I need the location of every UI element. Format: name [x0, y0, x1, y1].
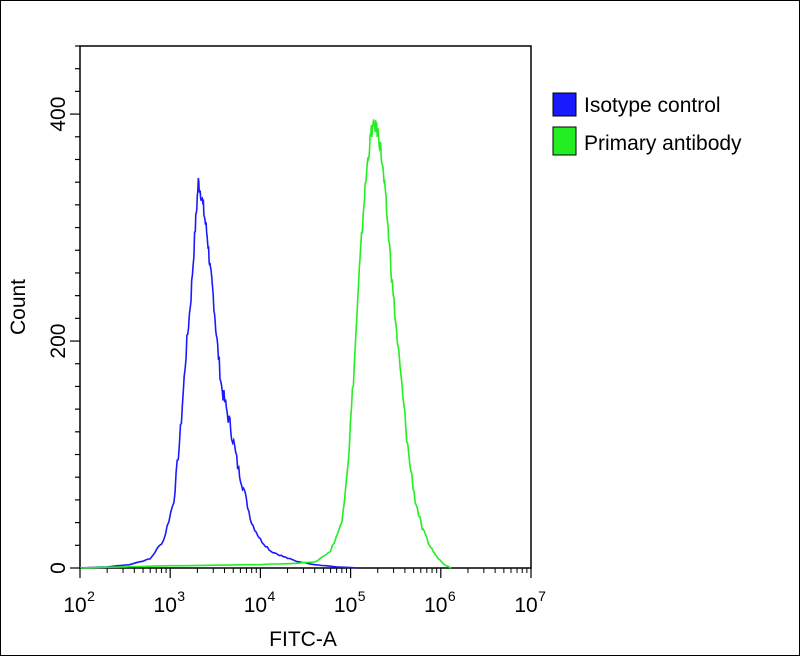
x-axis-title: FITC-A: [269, 628, 337, 651]
y-tick-label: 0: [47, 562, 70, 574]
x-tick-exponent: 7: [538, 588, 546, 604]
x-tick-exponent: 5: [358, 588, 366, 604]
legend-swatch-primary-antibody: [552, 126, 577, 156]
series-line-isotype-control: [79, 177, 358, 569]
series-line-primary-antibody: [79, 119, 452, 569]
x-tick-label: 10 5: [334, 588, 366, 617]
legend: Isotype control Primary antibody: [552, 92, 742, 156]
legend-label-primary-antibody: Primary antibody: [584, 132, 742, 155]
x-tick-exponent: 4: [268, 588, 276, 604]
x-tick-base: 10: [63, 594, 86, 617]
y-tick-label: 200: [47, 324, 70, 359]
x-tick-base: 10: [154, 594, 177, 617]
x-tick-label: 10 4: [244, 588, 276, 617]
legend-swatch-isotype-control: [552, 92, 577, 117]
y-tick-label: 400: [47, 97, 70, 132]
x-tick-label: 10 6: [424, 588, 456, 617]
x-tick-exponent: 2: [87, 588, 95, 604]
plot-area: [79, 45, 532, 569]
y-axis-title: Count: [7, 279, 30, 335]
x-tick-base: 10: [244, 594, 267, 617]
x-tick-exponent: 6: [448, 588, 456, 604]
x-tick-label: 10 2: [63, 588, 95, 617]
x-tick-exponent: 3: [177, 588, 185, 604]
x-tick-base: 10: [514, 594, 537, 617]
x-tick-label: 10 3: [154, 588, 186, 617]
x-tick-base: 10: [334, 594, 357, 617]
x-tick-label: 10 7: [514, 588, 546, 617]
legend-label-isotype-control: Isotype control: [584, 94, 721, 117]
x-tick-base: 10: [424, 594, 447, 617]
